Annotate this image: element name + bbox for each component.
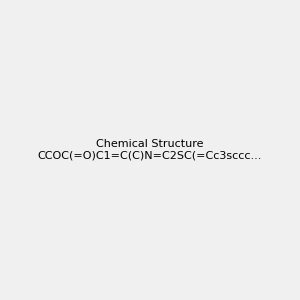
Text: Chemical Structure
CCOC(=O)C1=C(C)N=C2SC(=Cc3sccc...: Chemical Structure CCOC(=O)C1=C(C)N=C2SC… [38, 139, 262, 161]
